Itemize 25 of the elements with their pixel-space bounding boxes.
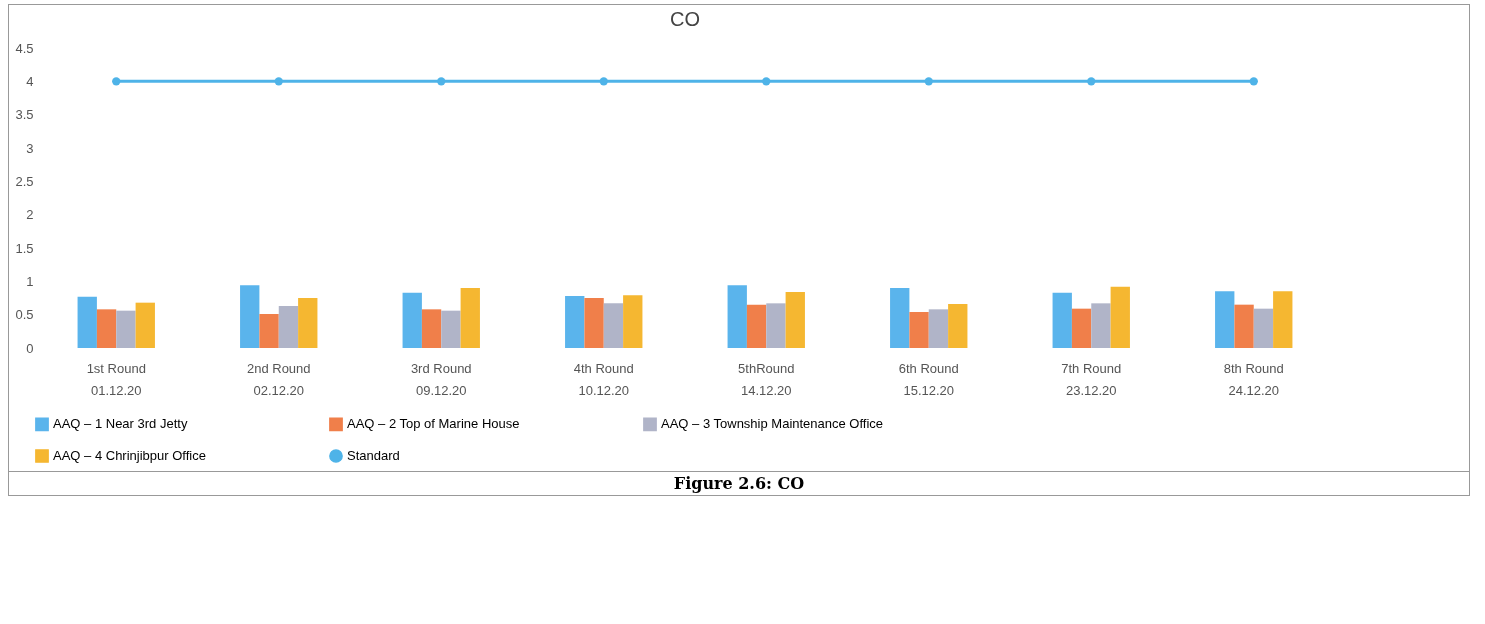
y-tick-label: 0.5	[15, 307, 34, 323]
caption: Figure 2.6: CO	[8, 472, 1470, 496]
y-tick-label: 4.5	[15, 40, 34, 56]
legend-label: AAQ – 3 Township Maintenance Office	[661, 416, 884, 432]
y-tick-label: 1.5	[15, 240, 34, 256]
legend-label: AAQ – 2 Top of Marine House	[347, 416, 520, 432]
y-tick-label: 3	[26, 140, 34, 156]
y-tick-label: 2	[26, 207, 34, 223]
x-tick-label: 7th Round 23.12.20	[1061, 360, 1122, 398]
x-tick-label: 3rd Round 09.12.20	[410, 360, 472, 398]
y-tick-label: 3.5	[15, 107, 34, 123]
y-tick-label: 2.5	[15, 173, 34, 189]
x-tick-label: 1st Round 01.12.20	[86, 360, 146, 398]
x-tick-label: 8th Round 24.12.20	[1223, 360, 1284, 398]
y-tick-label: 4	[26, 73, 34, 89]
chart-title: CO	[670, 8, 700, 30]
legend-label: AAQ – 1 Near 3rd Jetty	[53, 416, 188, 432]
y-tick-label: 0	[26, 340, 34, 356]
legend-label: AAQ – 4 Chrinjibpur Office	[53, 448, 206, 463]
x-tick-label: 6th Round 15.12.20	[898, 360, 959, 398]
x-tick-label: 5thRound 14.12.20	[738, 360, 795, 398]
x-tick-label: 4th Round 10.12.20	[573, 360, 634, 398]
y-tick-label: 1	[26, 273, 34, 289]
x-tick-label: 2nd Round 02.12.20	[246, 360, 311, 398]
legend-label: Standard	[347, 448, 400, 463]
